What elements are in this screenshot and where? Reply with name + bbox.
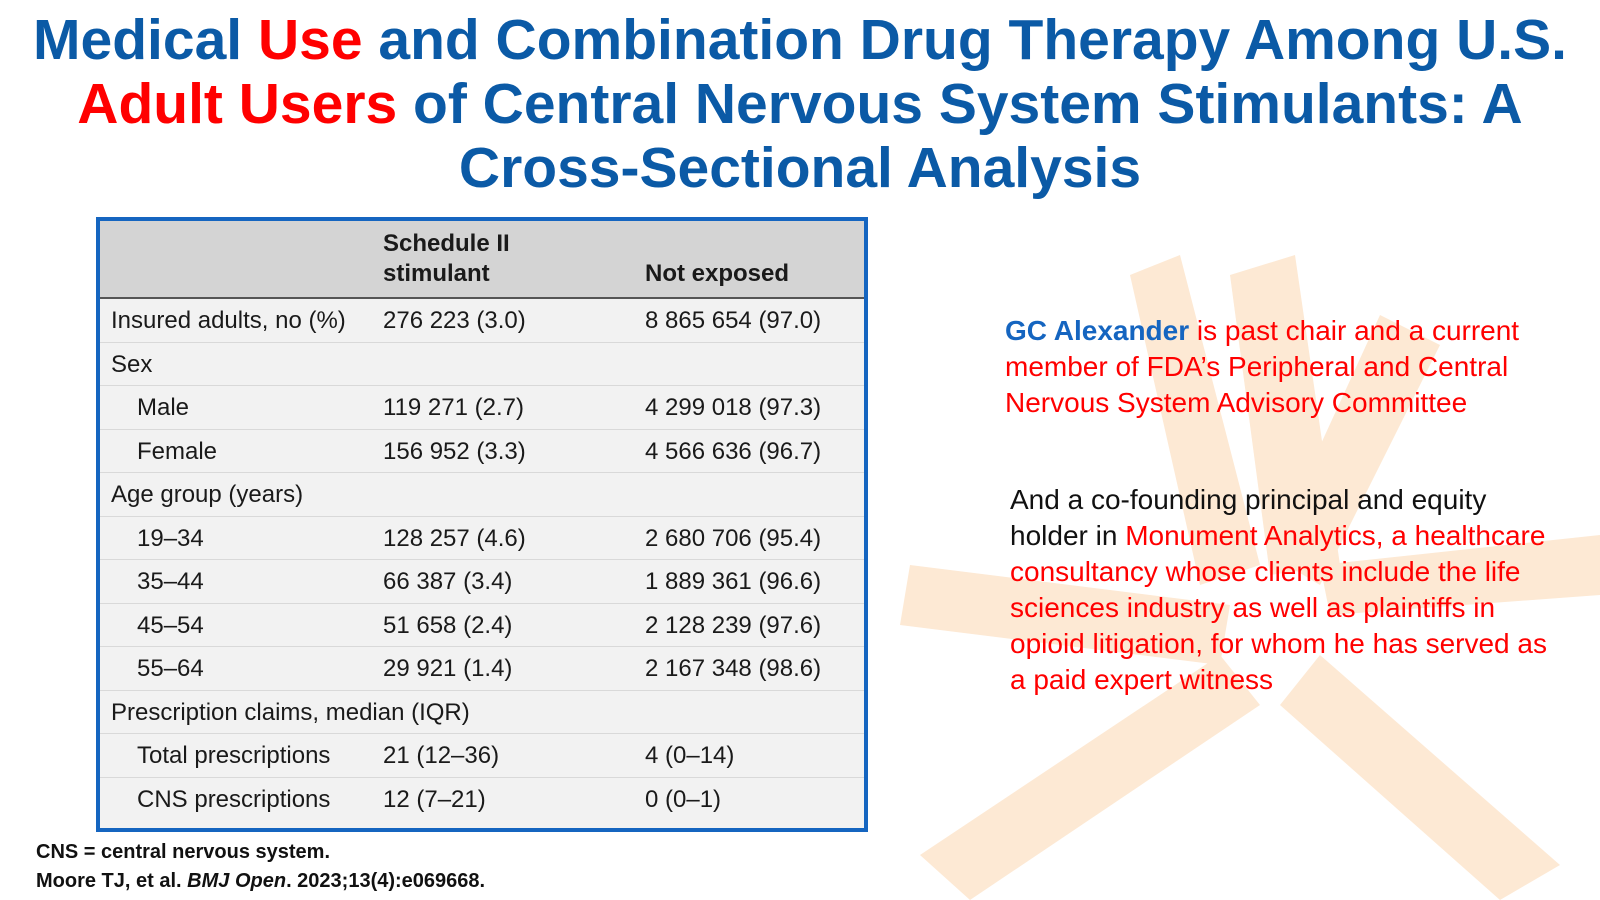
disclosure-1-text: is past chair and a current member of FD… xyxy=(1005,315,1520,418)
cell-schedule-ii: 276 223 (3.0) xyxy=(383,307,526,334)
cell-not-exposed: 2 128 239 (97.6) xyxy=(645,611,822,639)
row-label: Female xyxy=(137,437,218,465)
row-label: Sex xyxy=(111,350,153,378)
cell-schedule-ii: 29 921 (1.4) xyxy=(383,655,513,682)
table-row: Age group (years) xyxy=(100,473,864,517)
header-schedule-ii-stimulant: Schedule II stimulant xyxy=(383,230,510,287)
table-row: Sex xyxy=(100,343,864,386)
row-label: 55–64 xyxy=(137,655,204,682)
row-label: CNS prescriptions xyxy=(137,785,331,813)
cell-schedule-ii: 156 952 (3.3) xyxy=(383,437,526,465)
disclosure-2-highlight: Monument Analytics, a healthcare consult… xyxy=(1010,520,1547,695)
table-row: Prescription claims, median (IQR) xyxy=(100,691,864,734)
cell-not-exposed: 4 566 636 (96.7) xyxy=(645,437,822,465)
cell-schedule-ii: 21 (12–36) xyxy=(383,742,500,769)
footnote: CNS = central nervous system. Moore TJ, … xyxy=(36,838,736,896)
row-label: Male xyxy=(137,394,190,421)
cell-schedule-ii: 119 271 (2.7) xyxy=(383,394,524,421)
table-body: Insured adults, no (%) 276 223 (3.0) 8 865… xyxy=(100,299,864,821)
disclosure-2-intro: And a co-founding principal and equity h… xyxy=(1010,484,1487,551)
table-row: 55–64 29 921 (1.4) 2 167 348 (98.6) xyxy=(100,647,864,691)
header-not-exposed: Not exposed xyxy=(645,260,790,287)
cell-schedule-ii: 128 257 (4.6) xyxy=(383,524,526,552)
person-name: GC Alexander xyxy=(1005,315,1190,346)
row-label: 45–54 xyxy=(137,611,204,639)
title-part5: of Central Nervous System Stimulants: A … xyxy=(397,72,1523,200)
cell-not-exposed: 4 299 018 (97.3) xyxy=(645,394,822,421)
cell-schedule-ii: 66 387 (3.4) xyxy=(383,568,513,595)
cell-not-exposed: 0 (0–1) xyxy=(645,785,722,813)
row-label: Prescription claims, median (IQR) xyxy=(111,698,470,726)
disclosure-paragraph-2: And a co-founding principal and equity h… xyxy=(1010,482,1560,698)
cell-not-exposed: 1 889 361 (96.6) xyxy=(645,568,822,595)
slide-title: Medical Use and Combination Drug Therapy… xyxy=(30,8,1570,200)
footnote-citation: Moore TJ, et al. BMJ Open. 2023;13(4):e0… xyxy=(36,867,736,896)
table-row: Male 119 271 (2.7) 4 299 018 (97.3) xyxy=(100,386,864,430)
row-label: 19–34 xyxy=(137,524,204,552)
disclosure-paragraph-1: GC Alexander is past chair and a current… xyxy=(1005,313,1565,421)
cell-not-exposed: 2 167 348 (98.6) xyxy=(645,655,822,682)
table-row: Insured adults, no (%) 276 223 (3.0) 8 865… xyxy=(100,299,864,343)
cell-not-exposed: 4 (0–14) xyxy=(645,742,735,769)
footnote-abbreviation: CNS = central nervous system. xyxy=(36,841,331,863)
table-header: Schedule II stimulant Not exposed xyxy=(100,221,864,299)
table-row: 35–44 66 387 (3.4) 1 889 361 (96.6) xyxy=(100,560,864,604)
title-highlight-use: Use xyxy=(257,8,363,72)
row-label: Insured adults, no (%) xyxy=(111,307,346,334)
table-row: Total prescriptions 21 (12–36) 4 (0–14) xyxy=(100,734,864,778)
table-row: CNS prescriptions 12 (7–21) 0 (0–1) xyxy=(100,778,864,822)
cell-not-exposed: 2 680 706 (95.4) xyxy=(645,524,822,552)
table-row: Female 156 952 (3.3) 4 566 636 (96.7) xyxy=(100,430,864,473)
cell-schedule-ii: 51 658 (2.4) xyxy=(383,611,513,639)
table-row: 19–34 128 257 (4.6) 2 680 706 (95.4) xyxy=(100,517,864,560)
title-part3: and Combination Drug Therapy Among U.S. xyxy=(362,8,1567,72)
demographics-table: Schedule II stimulant Not exposed Insure… xyxy=(96,217,868,832)
title-highlight-adult-users: Adult Users xyxy=(77,72,398,136)
title-part1: Medical xyxy=(33,8,258,72)
row-label: Total prescriptions xyxy=(137,742,331,769)
citation-journal: BMJ Open xyxy=(187,870,287,892)
citation-details: . 2023;13(4):e069668. xyxy=(286,870,486,892)
watermark-star-logo xyxy=(900,255,1600,900)
row-label: 35–44 xyxy=(137,568,204,595)
cell-not-exposed: 8 865 654 (97.0) xyxy=(645,307,822,334)
row-label: Age group (years) xyxy=(111,481,304,508)
cell-schedule-ii: 12 (7–21) xyxy=(383,785,486,813)
citation-authors: Moore TJ, et al. xyxy=(36,870,188,892)
table-row: 45–54 51 658 (2.4) 2 128 239 (97.6) xyxy=(100,604,864,647)
